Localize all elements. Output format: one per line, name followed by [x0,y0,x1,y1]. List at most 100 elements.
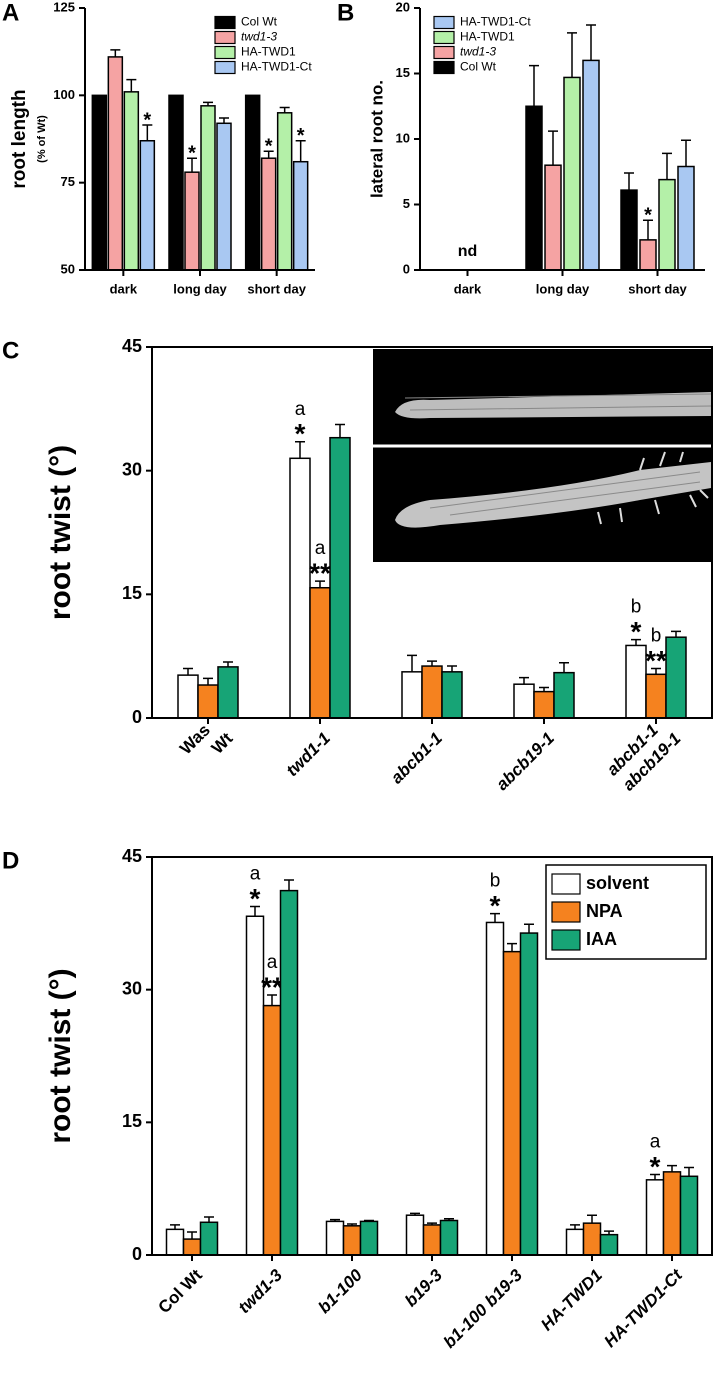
bar [325,1220,345,1256]
panel-label: B [337,0,354,26]
x-tick-label: short day [247,281,306,296]
panel-label: D [2,847,19,874]
legend-label: Col Wt [241,15,278,29]
bar [199,1221,219,1256]
x-tick-label: abcb1-1abcb19-1 [603,714,684,795]
error-bar [643,219,653,240]
inset-photo [373,349,712,562]
legend-swatch [551,873,581,895]
bar [329,436,351,719]
bar [342,1225,362,1256]
bar [677,165,695,271]
bar [177,674,199,719]
bar [679,1175,699,1256]
panel-label: A [2,0,19,26]
bar [276,112,293,271]
error-bar [219,117,229,124]
significance-star: ** [309,558,331,589]
significance-star: ** [645,645,667,676]
bar [639,239,657,271]
bar [519,932,539,1256]
y-tick-label: 50 [61,261,75,276]
x-tick-label: HA-TWD1 [537,1266,606,1335]
bar [401,671,423,719]
y-axis-label: lateral root no. [367,80,386,198]
error-bar [519,676,529,685]
legend-label: HA-TWD1-Ct [241,60,312,74]
plot-frame [151,856,713,1256]
bar [645,1179,665,1256]
y-tick-label: 30 [122,978,142,998]
error-bar [335,423,345,438]
bar [359,1220,379,1256]
inset-label: Col Wt [378,353,454,380]
legend-swatch [433,30,455,45]
bar [582,59,600,271]
error-bar [681,139,691,167]
error-bar [187,1231,197,1240]
bar [544,164,562,271]
bar [260,157,277,271]
y-tick-label: 0 [132,707,142,727]
bar [123,91,140,271]
y-tick-label: 15 [122,583,142,603]
bar [565,1228,585,1256]
bar [184,171,200,271]
legend-label: HA-TWD1 [241,45,296,59]
bar [139,139,156,271]
error-bar [407,654,417,672]
y-tick-label: 5 [403,196,410,211]
legend-label: twd1-3 [460,45,496,59]
significance-star: * [490,890,501,921]
error-bar [529,64,539,107]
bar [553,671,575,719]
legend-swatch [551,929,581,951]
bar [165,1228,185,1256]
bar [665,636,687,719]
bar [533,690,555,719]
group-letter: a [250,864,261,885]
bar [216,122,232,271]
y-tick-label: 0 [132,1244,142,1264]
error-bar [667,1164,677,1172]
bar [599,1233,619,1256]
legend-label: NPA [586,901,623,921]
error-bar [187,157,197,173]
legend-label: solvent [586,873,649,893]
bar [421,665,443,719]
y-axis-label: root length [9,89,30,188]
bar [217,666,239,719]
bar [625,644,647,719]
error-bar [624,172,634,191]
y-tick-label: 30 [122,459,142,479]
x-tick-label: WasWt [177,713,238,774]
x-tick-label: abcb19-1 [492,729,558,795]
bar [513,683,535,719]
error-bar [567,32,577,78]
plot-frame [151,346,713,719]
significance-star: * [265,136,273,158]
x-tick-label: b1-100 [314,1265,366,1317]
y-tick-label: 20 [396,0,410,14]
legend-label: twd1-3 [241,30,277,44]
bar [262,1004,282,1256]
bar [502,950,522,1256]
bar [405,1214,425,1256]
error-bar [507,942,517,952]
error-bar [490,912,500,923]
bar [182,1238,202,1256]
x-tick-label: b19-3 [401,1265,446,1310]
x-tick-label: short day [628,281,687,296]
bar [658,178,676,271]
x-tick-label: abcb1-1 [387,729,446,788]
error-bar [587,1214,597,1224]
y-axis-label: root twist (°) [44,445,77,620]
bar [292,160,309,271]
error-bar [279,106,290,113]
error-bar [295,139,306,162]
x-tick-label: twd1-3 [234,1265,286,1317]
bar [107,56,124,271]
legend-swatch [433,60,455,75]
legend-swatch [433,15,455,30]
error-bar [671,630,681,638]
